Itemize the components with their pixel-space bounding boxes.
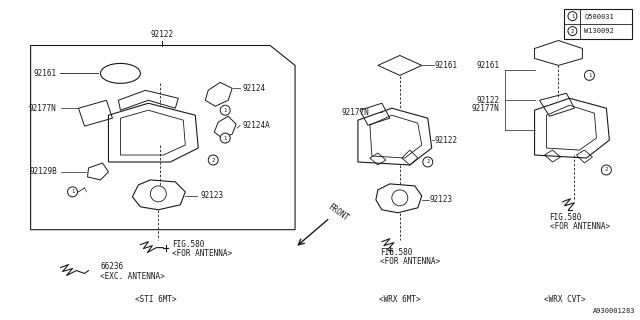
Circle shape — [584, 70, 595, 80]
Text: <WRX CVT>: <WRX CVT> — [543, 295, 586, 304]
Text: 92161: 92161 — [435, 61, 458, 70]
Text: 1: 1 — [223, 136, 227, 140]
Text: 2: 2 — [212, 157, 215, 163]
Circle shape — [208, 155, 218, 165]
Text: W130092: W130092 — [584, 28, 614, 34]
Text: 2: 2 — [426, 159, 429, 164]
Bar — [564, 9, 632, 38]
Text: 92177N: 92177N — [342, 108, 370, 117]
Text: 66236: 66236 — [100, 262, 124, 271]
Text: 1: 1 — [588, 73, 591, 78]
Text: <FOR ANTENNA>: <FOR ANTENNA> — [550, 222, 610, 231]
Text: <EXC. ANTENNA>: <EXC. ANTENNA> — [100, 272, 165, 281]
Text: 1: 1 — [571, 14, 574, 19]
Text: 92124A: 92124A — [242, 121, 270, 130]
Text: 2: 2 — [605, 167, 608, 172]
Text: 92122: 92122 — [151, 29, 174, 38]
Text: 92123: 92123 — [430, 195, 453, 204]
Text: 92122: 92122 — [477, 96, 500, 105]
Text: 92177N: 92177N — [472, 104, 500, 113]
Circle shape — [68, 187, 77, 197]
Text: 2: 2 — [571, 28, 574, 34]
Text: 1: 1 — [223, 108, 227, 113]
Text: 92123: 92123 — [200, 191, 223, 200]
Text: 92124: 92124 — [242, 84, 266, 93]
Circle shape — [220, 105, 230, 115]
Text: 92177N: 92177N — [29, 104, 56, 113]
Text: 92161: 92161 — [477, 61, 500, 70]
Text: 1: 1 — [71, 189, 74, 194]
Text: <FOR ANTENNA>: <FOR ANTENNA> — [172, 249, 232, 258]
Text: 92129B: 92129B — [30, 167, 58, 176]
Text: FIG.580: FIG.580 — [380, 248, 412, 257]
Text: 92161: 92161 — [33, 69, 56, 78]
Text: FIG.580: FIG.580 — [550, 213, 582, 222]
Circle shape — [568, 12, 577, 20]
Circle shape — [568, 27, 577, 36]
Circle shape — [602, 165, 611, 175]
Text: A930001283: A930001283 — [593, 308, 636, 314]
Text: FRONT: FRONT — [326, 203, 350, 223]
Text: Q500031: Q500031 — [584, 13, 614, 19]
Circle shape — [220, 133, 230, 143]
Text: 92122: 92122 — [435, 136, 458, 145]
Circle shape — [423, 157, 433, 167]
Text: <WRX 6MT>: <WRX 6MT> — [379, 295, 420, 304]
Text: <STI 6MT>: <STI 6MT> — [134, 295, 176, 304]
Text: <FOR ANTENNA>: <FOR ANTENNA> — [380, 257, 440, 266]
Text: FIG.580: FIG.580 — [172, 240, 205, 249]
